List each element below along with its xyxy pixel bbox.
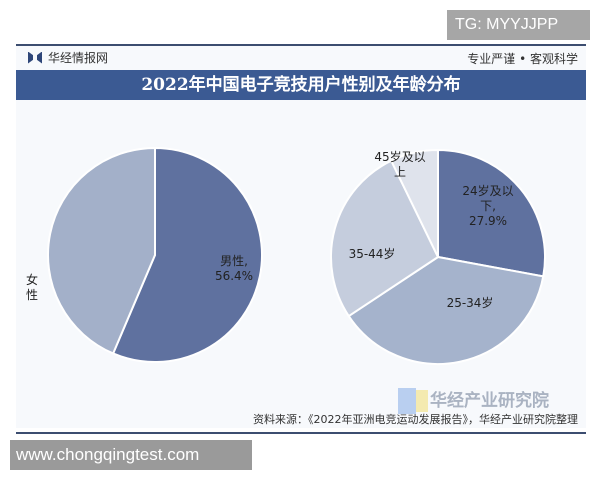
slice-label-25-34: 25-34岁 xyxy=(440,296,500,311)
slice-label-text: 24岁及以下 xyxy=(462,184,514,213)
watermark-logo-text: 华经产业研究院 xyxy=(430,391,549,411)
slice-label-35-44: 35-44岁 xyxy=(342,247,402,262)
watermark-url: www.chongqingtest.com xyxy=(10,440,252,470)
divider xyxy=(16,44,586,46)
slice-value-label: 56.4% xyxy=(214,269,254,283)
slice-label-female: 女性 xyxy=(25,273,39,303)
chart-title: 2022年中国电子竞技用户性别及年龄分布 xyxy=(16,70,586,100)
slice-label-text: 女性 xyxy=(25,273,38,302)
age-pie-slice-0 xyxy=(437,148,546,278)
slice-label-male: 男性, 56.4% xyxy=(206,254,262,284)
watermark-logo-icon xyxy=(416,390,428,412)
gender-pie-slice-0 xyxy=(111,146,263,363)
age-pie-slice-1 xyxy=(347,255,545,365)
divider xyxy=(16,432,586,434)
source-note: 资料来源：《2022年亚洲电竞运动发展报告》，华经产业研究院整理 xyxy=(253,413,578,426)
slice-label-text: 35-44岁 xyxy=(348,247,396,261)
slice-label-text: 男性 xyxy=(220,254,245,268)
slice-value-label: 27.9% xyxy=(468,214,508,228)
slogan: 专业严谨 • 客观科学 xyxy=(467,52,578,66)
age-pie-slice-2 xyxy=(330,159,440,318)
age-pie-slice-3 xyxy=(389,148,439,258)
watermark-tg: TG: MYYJJPP xyxy=(447,10,590,40)
slice-label-text: 45岁及以上 xyxy=(374,150,426,179)
slice-label-text: 25-34岁 xyxy=(446,296,494,310)
gender-pie-slice-1 xyxy=(47,146,156,355)
slice-label-45-and-over: 45岁及以上 xyxy=(373,150,427,180)
brand-name: 华经情报网 xyxy=(48,51,109,65)
slice-label-24-and-under: 24岁及以下, 27.9% xyxy=(462,184,514,228)
watermark-logo-icon xyxy=(398,388,416,414)
brand: 华经情报网 xyxy=(28,49,108,66)
